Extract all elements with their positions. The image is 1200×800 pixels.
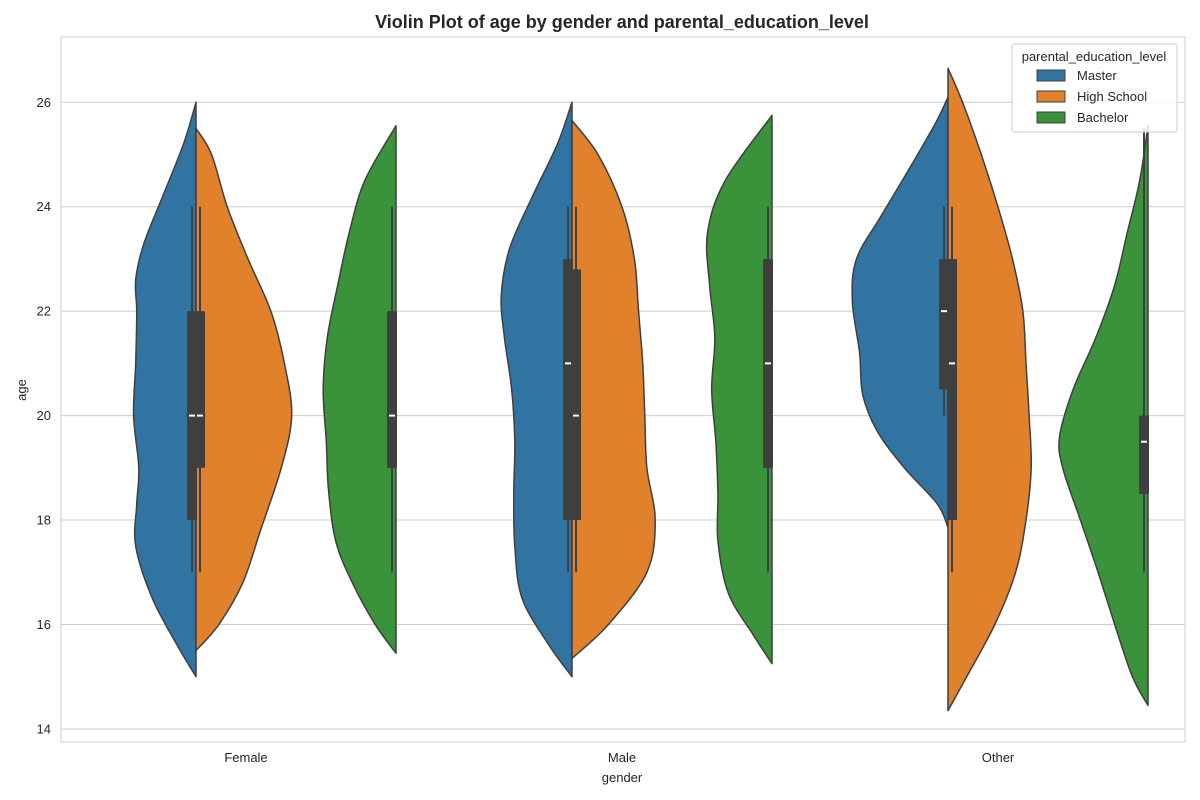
violin-layer	[132, 67, 1149, 712]
violin-bachelor-female	[322, 125, 397, 654]
legend-title: parental_education_level	[1022, 49, 1167, 64]
violin-high-school-male	[571, 119, 656, 660]
violin-master-female	[132, 101, 197, 678]
iqr-box	[387, 311, 397, 468]
legend-entry-label: Master	[1077, 68, 1117, 83]
violin-high-school-other	[947, 67, 1033, 712]
y-tick-label: 22	[37, 304, 51, 319]
x-tick-label: Other	[982, 750, 1015, 765]
violin-bachelor-male	[705, 114, 773, 665]
iqr-box	[1139, 415, 1149, 494]
box-layer	[187, 128, 1149, 573]
legend-swatch	[1036, 69, 1066, 82]
legend-entry-label: Bachelor	[1077, 110, 1129, 125]
iqr-box	[195, 311, 205, 468]
legend-entries: Master High School Bachelor	[1036, 68, 1147, 125]
x-tick-label: Male	[608, 750, 636, 765]
y-tick-label: 18	[37, 513, 51, 528]
legend-swatch	[1036, 111, 1066, 124]
iqr-box	[563, 258, 573, 521]
x-axis-label: gender	[602, 770, 643, 785]
violin-high-school-female	[195, 127, 293, 652]
x-tick-label: Female	[224, 750, 267, 765]
y-tick-label: 24	[37, 199, 51, 214]
legend-entry-label: High School	[1077, 89, 1147, 104]
tick-layer: 14 16 18 20 22 24 26 Female Male Other	[37, 95, 1015, 765]
y-tick-label: 20	[37, 408, 51, 423]
violin-master-male	[500, 101, 573, 678]
y-tick-label: 16	[37, 617, 51, 632]
violin-master-other	[851, 96, 949, 529]
violin-bachelor-other	[1058, 125, 1149, 707]
chart-title: Violin Plot of age by gender and parenta…	[375, 12, 869, 32]
y-tick-label: 26	[37, 95, 51, 110]
legend-box	[1011, 43, 1178, 133]
iqr-box	[939, 258, 949, 390]
legend-swatch	[1036, 90, 1066, 103]
iqr-box	[947, 258, 957, 521]
y-axis-label: age	[14, 379, 29, 401]
iqr-box	[571, 269, 581, 521]
legend: parental_education_level Master High Scho…	[1011, 43, 1178, 133]
y-tick-label: 14	[37, 721, 51, 736]
plot-frame	[60, 36, 1186, 743]
